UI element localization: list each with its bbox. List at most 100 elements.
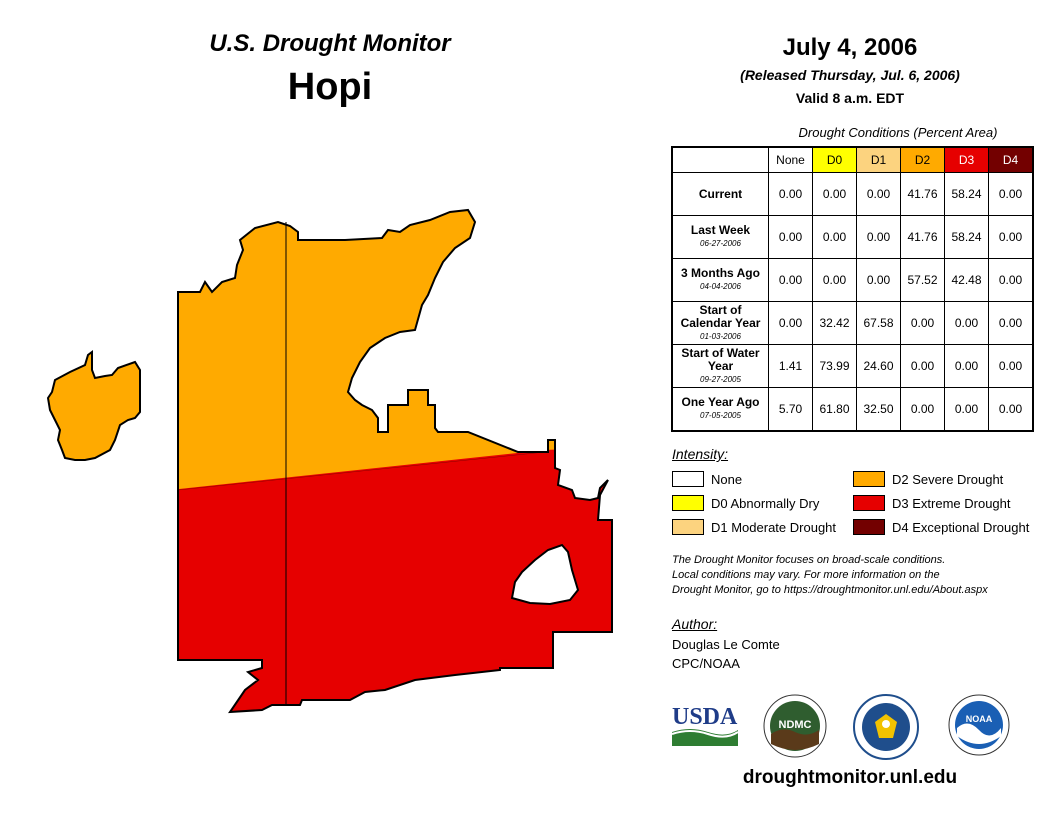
map-region-outline [177,208,613,714]
row-label-text: Current [698,186,743,201]
legend-label-none: None [711,472,743,487]
table-cell: 0.00 [768,258,813,302]
table-cell: 0.00 [944,301,989,345]
disclaimer-text: The Drought Monitor focuses on broad-sca… [672,553,1052,598]
noaa-logo-text: NOAA [966,714,993,724]
table-cell: 0.00 [812,172,857,216]
legend-swatch-d0 [672,495,704,511]
table-cell: 0.00 [944,344,989,388]
column-header-d2: D2 [900,146,945,173]
table-cell: 0.00 [768,301,813,345]
column-header-d4: D4 [988,146,1034,173]
legend-swatch-none [672,471,704,487]
disclaimer-line: The Drought Monitor focuses on broad-sca… [672,554,946,566]
table-cell: 0.00 [856,215,901,259]
column-header-d3: D3 [944,146,989,173]
ndmc-logo: NDMC [763,694,827,758]
author-name: Douglas Le Comte [672,637,780,652]
region-title: Hopi [287,66,373,108]
row-label-text: One Year Ago [681,395,760,409]
row-label-text: Start of Water Year [681,345,760,373]
row-label-date: 09-27-2005 [700,374,741,384]
table-cell: 0.00 [988,258,1034,302]
table-cell: 57.52 [900,258,945,302]
row-label-text: Last Week [690,223,751,237]
table-cell: 41.76 [900,215,945,259]
author-organization: CPC/NOAA [672,656,740,671]
table-caption: Drought Conditions (Percent Area) [798,125,998,140]
table-row-one-year-ago: One Year Ago 07-05-2005 5.70 61.80 32.50 … [671,387,1034,432]
drought-conditions-table: None D0 D1 D2 D3 D4 Current 0.00 0.00 0.… [671,146,1034,432]
legend-label-d0: D0 Abnormally Dry [711,496,820,511]
table-cell: 67.58 [856,301,901,345]
row-label-text: 3 Months Ago [681,266,760,280]
ndmc-logo-text: NDMC [779,719,812,731]
row-label: Start of Water Year 09-27-2005 [671,344,769,388]
legend-swatch-d3 [853,495,885,511]
legend-label-d1: D1 Moderate Drought [711,520,837,535]
table-header-row: None D0 D1 D2 D3 D4 [672,146,1034,173]
legend-swatch-d4 [853,519,885,535]
drought-map [46,208,613,714]
row-label: Start of Calendar Year 01-03-2006 [671,301,769,345]
row-label: Last Week 06-27-2006 [671,215,769,259]
table-row-last-week: Last Week 06-27-2006 0.00 0.00 0.00 41.76… [671,215,1034,259]
table-cell: 0.00 [856,172,901,216]
table-cell: 0.00 [988,301,1034,345]
table-row-start-calendar-year: Start of Calendar Year 01-03-2006 0.00 32… [671,301,1034,345]
table-cell: 0.00 [856,258,901,302]
table-cell: 24.60 [856,344,901,388]
table-corner [672,147,769,173]
map-category-boundary [177,451,546,491]
disclaimer-line: Drought Monitor, go to https://droughtmo… [672,584,988,596]
legend-swatch-d2 [853,471,885,487]
table-cell: 58.24 [944,172,989,216]
table-cell: 1.41 [768,344,813,388]
legend-label-d2: D2 Severe Drought [892,472,1004,487]
table-cell: 61.80 [812,387,857,432]
column-header-d0: D0 [812,146,857,173]
row-label-date: 06-27-2006 [700,239,741,248]
table-cell: 0.00 [988,387,1034,432]
table-cell: 0.00 [988,215,1034,259]
row-label: One Year Ago 07-05-2005 [671,387,769,432]
row-label-date: 04-04-2006 [700,282,741,291]
release-date: (Released Thursday, Jul. 6, 2006) [740,67,960,83]
table-cell: 5.70 [768,387,813,432]
legend-label-d3: D3 Extreme Drought [892,496,1011,511]
table-cell: 73.99 [812,344,857,388]
legend-label-d4: D4 Exceptional Drought [892,520,1030,535]
commerce-seal-logo [853,694,919,760]
valid-time: Valid 8 a.m. EDT [795,90,905,106]
row-label-date: 07-05-2005 [700,411,741,420]
column-header-d1: D1 [856,146,901,173]
table-row-3-months-ago: 3 Months Ago 04-04-2006 0.00 0.00 0.00 57… [671,258,1034,302]
website-link[interactable]: droughtmonitor.unl.edu [742,767,958,788]
table-cell: 0.00 [900,344,945,388]
table-row-start-water-year: Start of Water Year 09-27-2005 1.41 73.99… [671,344,1034,388]
table-cell: 0.00 [944,387,989,432]
row-label-text: Start of Calendar Year [680,302,761,330]
usda-logo: USDA [671,704,739,746]
table-cell: 42.48 [944,258,989,302]
legend-swatch-d1 [672,519,704,535]
table-cell: 58.24 [944,215,989,259]
row-label: Current [671,172,769,216]
noaa-logo: NOAA [948,694,1010,756]
table-cell: 41.76 [900,172,945,216]
author-label: Author: [672,616,718,632]
table-cell: 0.00 [812,258,857,302]
table-cell: 0.00 [988,344,1034,388]
legend-title: Intensity: [672,446,729,462]
map-hole [510,543,580,606]
table-cell: 32.42 [812,301,857,345]
table-cell: 0.00 [988,172,1034,216]
column-header-none: None [768,146,813,173]
table-row-current: Current 0.00 0.00 0.00 41.76 58.24 0.00 [671,172,1034,216]
table-cell: 0.00 [768,215,813,259]
row-label: 3 Months Ago 04-04-2006 [671,258,769,302]
monitor-title: U.S. Drought Monitor [209,30,451,57]
table-cell: 0.00 [812,215,857,259]
map-area-d3 [178,445,612,712]
table-cell: 0.00 [900,387,945,432]
